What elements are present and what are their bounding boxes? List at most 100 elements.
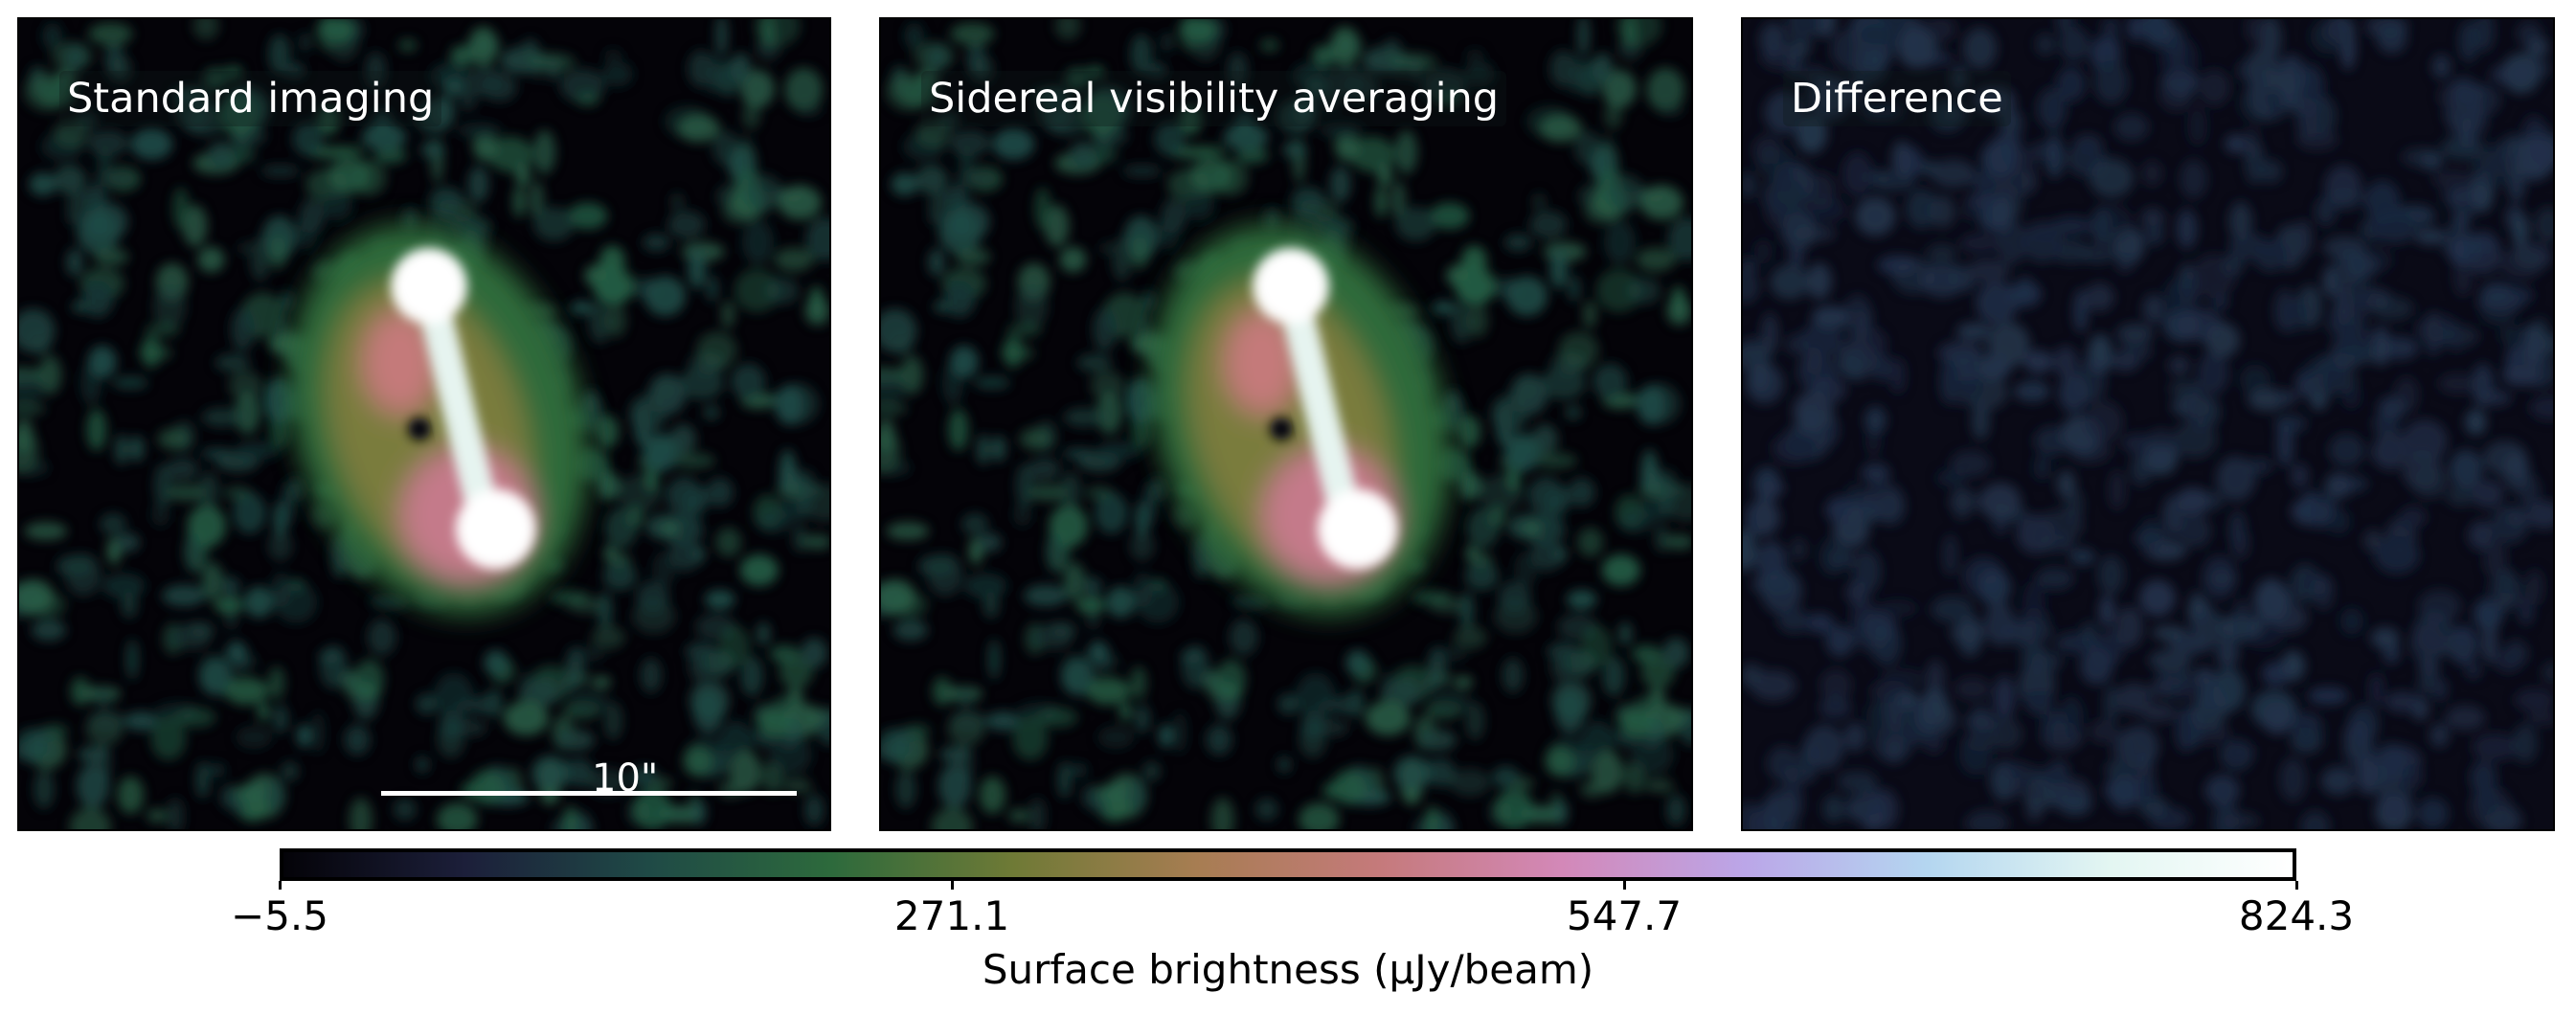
residual-blob [2149, 681, 2172, 697]
noise-blob [1119, 702, 1132, 721]
residual-blob [1793, 391, 1834, 433]
residual-blob [2280, 650, 2306, 682]
noise-blob [779, 655, 813, 689]
scale-bar [381, 791, 797, 796]
noise-blob [185, 105, 227, 137]
residual-blob [2052, 346, 2079, 378]
noise-blob [1604, 102, 1622, 129]
residual-blob [2336, 327, 2377, 359]
noise-blob [54, 119, 89, 147]
residual-blob [1861, 103, 1903, 120]
noise-blob [742, 102, 760, 129]
noise-blob [576, 92, 599, 106]
residual-blob [2148, 649, 2192, 671]
noise-blob [1365, 700, 1411, 735]
residual-blob [2088, 333, 2113, 374]
residual-blob [2162, 495, 2185, 537]
residual-blob [2228, 510, 2247, 551]
residual-blob [2437, 82, 2478, 110]
residual-blob [2179, 513, 2212, 548]
noise-blob [317, 105, 340, 136]
noise-blob [268, 665, 285, 700]
noise-blob [757, 621, 771, 646]
noise-blob [231, 307, 255, 352]
noise-blob [928, 213, 940, 225]
noise-blob [963, 573, 1007, 599]
noise-blob [990, 435, 1006, 462]
noise-blob [1332, 769, 1366, 805]
noise-blob [1086, 677, 1131, 706]
noise-blob [915, 164, 948, 194]
residual-blob [1845, 795, 1867, 822]
residual-blob [2068, 548, 2096, 566]
noise-blob [264, 778, 285, 812]
noise-blob [1034, 187, 1051, 230]
residual-blob [2253, 238, 2288, 273]
residual-blob [2142, 293, 2165, 324]
residual-blob [2294, 219, 2313, 258]
noise-blob [803, 297, 829, 327]
residual-blob [1962, 27, 1998, 70]
noise-blob [1577, 19, 1590, 57]
residual-blob [2468, 520, 2495, 551]
noise-blob [1210, 798, 1234, 829]
residual-blob [1936, 469, 1966, 487]
noise-blob [1635, 695, 1661, 709]
residual-blob [1854, 196, 1896, 237]
residual-blob [1889, 357, 1906, 395]
noise-blob [234, 440, 280, 461]
noise-blob [784, 67, 824, 112]
noise-blob [1391, 53, 1438, 71]
noise-blob [36, 78, 77, 109]
noise-blob [1096, 440, 1141, 461]
noise-blob [643, 234, 670, 252]
noise-blob [640, 658, 662, 693]
noise-blob [1223, 123, 1269, 151]
noise-blob [484, 649, 508, 676]
noise-blob [1290, 187, 1326, 215]
noise-blob [1616, 19, 1662, 47]
residual-blob [2036, 33, 2055, 56]
residual-blob [2364, 180, 2401, 222]
residual-blob [2333, 475, 2369, 493]
residual-blob [2490, 505, 2529, 544]
residual-blob [2158, 36, 2199, 80]
noise-blob [1639, 185, 1683, 220]
noise-blob [420, 140, 445, 159]
residual-blob [1954, 676, 1991, 701]
noise-blob [70, 676, 91, 707]
noise-blob [661, 520, 679, 537]
noise-blob [1142, 761, 1162, 781]
noise-blob [1254, 798, 1278, 821]
noise-blob [1074, 597, 1105, 614]
noise-blob [585, 389, 599, 416]
noise-blob [117, 776, 145, 814]
residual-blob [1991, 761, 2014, 803]
residual-blob [2516, 20, 2542, 47]
noise-blob [689, 652, 710, 682]
residual-blob [2417, 589, 2462, 623]
residual-blob [2114, 606, 2144, 649]
noise-blob [1630, 733, 1674, 776]
noise-blob [948, 408, 969, 451]
residual-blob [1804, 724, 1844, 771]
noise-blob [1100, 241, 1114, 255]
residual-blob [2095, 629, 2125, 666]
noise-blob [1606, 174, 1645, 213]
noise-blob [393, 798, 417, 821]
residual-blob [2279, 756, 2307, 801]
residual-blob [1885, 735, 1905, 764]
noise-blob [931, 807, 973, 829]
residual-blob [1958, 275, 1977, 293]
noise-blob [1541, 367, 1586, 400]
noise-blob [628, 395, 667, 434]
residual-blob [1804, 196, 1848, 223]
noise-blob [69, 807, 111, 829]
noise-blob [1277, 693, 1300, 715]
residual-blob [2374, 536, 2420, 575]
noise-blob [56, 554, 95, 578]
noise-blob [66, 213, 79, 225]
residual-blob [1861, 24, 1894, 45]
noise-blob [688, 246, 707, 289]
noise-blob [627, 505, 644, 528]
